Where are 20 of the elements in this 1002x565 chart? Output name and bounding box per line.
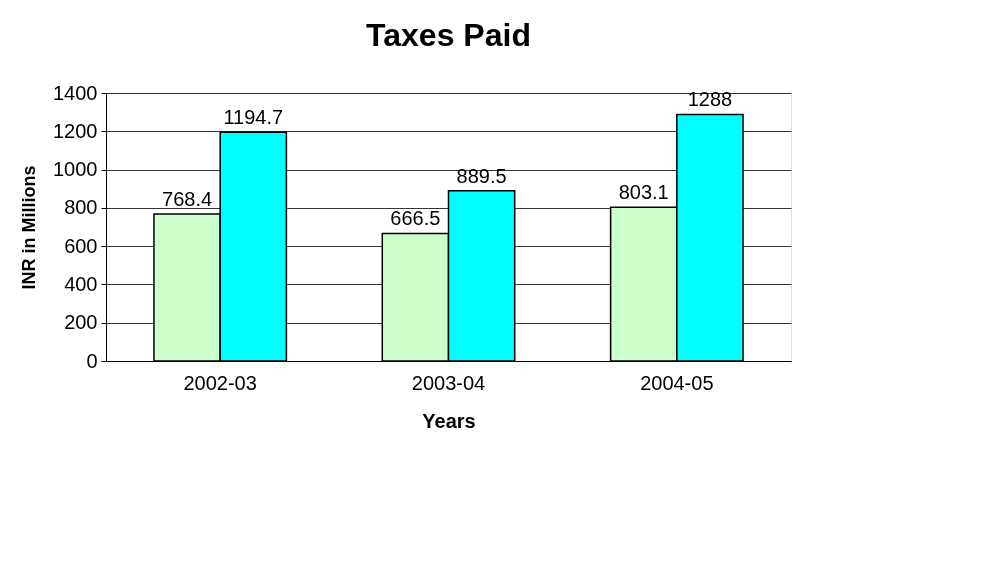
- y-tick-label: 800: [64, 196, 98, 219]
- data-label: 1194.7: [223, 106, 284, 129]
- y-tick-label: 600: [64, 234, 98, 257]
- y-tick-label: 1200: [53, 119, 98, 142]
- data-label: 889.5: [456, 164, 507, 187]
- y-axis-title: INR in Millions: [19, 165, 40, 290]
- y-tick-label: 1000: [53, 158, 98, 181]
- x-axis-title: Years: [422, 409, 476, 432]
- x-tick-label: 2003-04: [411, 371, 486, 394]
- data-label: 1288: [687, 88, 733, 111]
- y-tick-label: 200: [64, 311, 98, 334]
- data-label: 666.5: [390, 207, 441, 230]
- chart-title: Taxes Paid: [366, 17, 531, 53]
- data-label: 768.4: [162, 187, 213, 210]
- x-tick-label: 2004-05: [640, 371, 714, 394]
- x-tick-label: 2002-03: [183, 371, 257, 394]
- y-tick-label: 1400: [53, 81, 98, 104]
- y-tick-label: 400: [64, 272, 98, 295]
- y-tick-label: 0: [86, 349, 98, 372]
- data-label: 803.1: [618, 181, 669, 204]
